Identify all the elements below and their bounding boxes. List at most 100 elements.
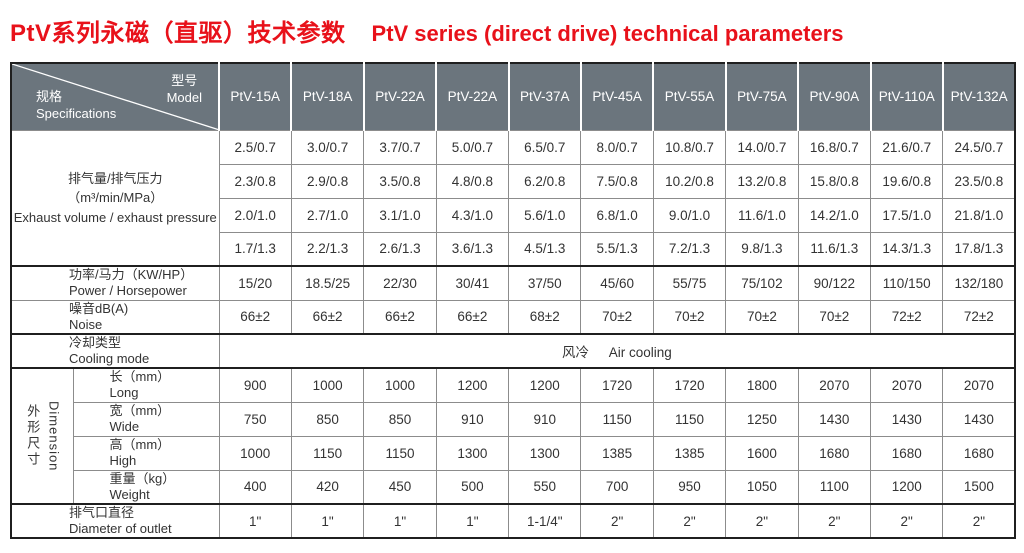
value-cell: 1050 xyxy=(725,469,799,505)
value-cell: 37/50 xyxy=(508,265,582,301)
value-cell: 3.5/0.8 xyxy=(363,163,437,199)
value-cell: 70±2 xyxy=(797,299,872,335)
dimension-group-label: 外形尺寸 Dimension xyxy=(10,367,74,505)
value-cell: 7.2/1.3 xyxy=(652,231,727,267)
value-cell: 1-1/4" xyxy=(508,503,582,539)
value-cell: 850 xyxy=(290,401,365,437)
value-cell: 5.0/0.7 xyxy=(435,129,510,165)
value-cell: 1680 xyxy=(942,435,1016,471)
dimension-group-en: Dimension xyxy=(46,400,62,472)
model-header: PtV-22A xyxy=(435,62,510,131)
row-label-wide: 宽（mm） Wide xyxy=(72,401,220,437)
exhaust-label-zh: 排气量/排气压力 xyxy=(67,170,163,186)
value-cell: 72±2 xyxy=(942,299,1016,335)
value-cell: 3.7/0.7 xyxy=(363,129,437,165)
value-cell: 500 xyxy=(435,469,510,505)
value-cell: 9.0/1.0 xyxy=(652,197,727,233)
value-cell: 1385 xyxy=(580,435,654,471)
value-cell: 2070 xyxy=(942,367,1016,403)
value-cell: 5.6/1.0 xyxy=(508,197,582,233)
value-cell: 2.2/1.3 xyxy=(290,231,365,267)
value-cell: 14.2/1.0 xyxy=(797,197,872,233)
value-cell: 6.2/0.8 xyxy=(508,163,582,199)
value-cell: 1150 xyxy=(363,435,437,471)
value-cell: 950 xyxy=(652,469,727,505)
dimension-weight-row: 重量（kg） Weight 400 420 450 500 550 700 950 1050 1… xyxy=(11,469,1016,505)
value-cell: 1000 xyxy=(218,435,292,471)
value-cell: 1" xyxy=(363,503,437,539)
value-cell: 132/180 xyxy=(942,265,1016,301)
outlet-row: 排气口直径 Diameter of outlet 1" 1" 1" 1" 1-1/4" 2… xyxy=(10,503,1016,539)
corner-model-label: 型号 Model xyxy=(167,73,202,107)
value-cell: 16.8/0.7 xyxy=(797,129,872,165)
value-cell: 1430 xyxy=(870,401,944,437)
noise-label-zh: 噪音dB(A) xyxy=(69,300,129,316)
value-cell: 68±2 xyxy=(508,299,582,335)
value-cell: 1200 xyxy=(508,367,582,403)
value-cell: 2" xyxy=(652,503,727,539)
row-label-cooling: 冷却类型 Cooling mode xyxy=(10,333,220,369)
value-cell: 1000 xyxy=(363,367,437,403)
value-cell: 3.0/0.7 xyxy=(290,129,365,165)
value-cell: 2070 xyxy=(797,367,872,403)
row-label-long: 长（mm） Long xyxy=(72,367,220,403)
title-english: PtV series (direct drive) technical para… xyxy=(371,21,844,46)
value-cell: 15/20 xyxy=(218,265,292,301)
model-header: PtV-15A xyxy=(217,62,293,131)
model-header: PtV-18A xyxy=(290,62,365,131)
model-header: PtV-22A xyxy=(362,62,438,131)
dimension-wide-row: 宽（mm） Wide 750 850 850 910 910 1150 1150 1250 14… xyxy=(11,401,1016,437)
value-cell: 420 xyxy=(290,469,365,505)
corner-cell: 型号 Model 规格 Specifications xyxy=(10,62,220,131)
page-title: PtV系列永磁（直驱）技术参数 PtV series (direct drive… xyxy=(10,13,1014,50)
power-label-zh: 功率/马力（KW/HP） xyxy=(69,267,194,283)
value-cell: 14.0/0.7 xyxy=(725,129,799,165)
value-cell: 23.5/0.8 xyxy=(942,163,1016,199)
value-cell: 17.5/1.0 xyxy=(870,197,944,233)
wide-label-zh: 宽（mm） xyxy=(109,403,171,419)
value-cell: 2.6/1.3 xyxy=(363,231,437,267)
value-cell: 1" xyxy=(218,503,292,539)
corner-spec-label: 规格 Specifications xyxy=(36,89,116,123)
exhaust-row-0.8: 2.3/0.8 2.9/0.8 3.5/0.8 4.8/0.8 6.2/0.8 7.5/0… xyxy=(11,163,1016,199)
row-label-high: 高（mm） High xyxy=(72,435,220,471)
exhaust-label-en: Exhaust volume / exhaust pressure xyxy=(13,209,217,225)
value-cell: 4.3/1.0 xyxy=(435,197,510,233)
value-cell: 5.5/1.3 xyxy=(580,231,654,267)
value-cell: 10.2/0.8 xyxy=(652,163,727,199)
value-cell: 750 xyxy=(218,401,292,437)
value-cell: 1250 xyxy=(725,401,799,437)
spec-table: 型号 Model 规格 Specifications PtV-15A PtV-18… xyxy=(10,62,1017,539)
value-cell: 1000 xyxy=(290,367,365,403)
value-cell: 2" xyxy=(870,503,944,539)
value-cell: 1150 xyxy=(580,401,654,437)
value-cell: 1680 xyxy=(797,435,872,471)
noise-row: 噪音dB(A) Noise 66±2 66±2 66±2 66±2 68±2 70±2 70… xyxy=(10,299,1016,335)
weight-label-en: Weight xyxy=(109,486,150,502)
value-cell: 1385 xyxy=(652,435,727,471)
value-cell: 6.5/0.7 xyxy=(508,129,582,165)
diagonal-line xyxy=(12,64,218,130)
value-cell: 2070 xyxy=(870,367,944,403)
exhaust-label-unit: （m³/min/MPa） xyxy=(67,190,164,205)
value-cell: 850 xyxy=(363,401,437,437)
value-cell: 15.8/0.8 xyxy=(797,163,872,199)
row-label-power: 功率/马力（KW/HP） Power / Horsepower xyxy=(10,265,220,301)
value-cell: 70±2 xyxy=(725,299,799,335)
value-cell: 1.7/1.3 xyxy=(218,231,292,267)
header-row: 型号 Model 规格 Specifications PtV-15A PtV-18… xyxy=(10,62,1017,131)
noise-label-en: Noise xyxy=(69,316,103,332)
value-cell: 24.5/0.7 xyxy=(942,129,1016,165)
model-header: PtV-45A xyxy=(579,62,655,131)
value-cell: 2" xyxy=(942,503,1016,539)
value-cell: 13.2/0.8 xyxy=(725,163,799,199)
wide-label-en: Wide xyxy=(109,419,140,434)
value-cell: 550 xyxy=(508,469,582,505)
value-cell: 2.0/1.0 xyxy=(218,197,292,233)
value-cell: 66±2 xyxy=(218,299,292,335)
row-label-outlet: 排气口直径 Diameter of outlet xyxy=(10,503,220,539)
value-cell: 4.8/0.8 xyxy=(435,163,510,199)
weight-label-zh: 重量（kg） xyxy=(109,470,176,486)
value-cell: 6.8/1.0 xyxy=(580,197,654,233)
